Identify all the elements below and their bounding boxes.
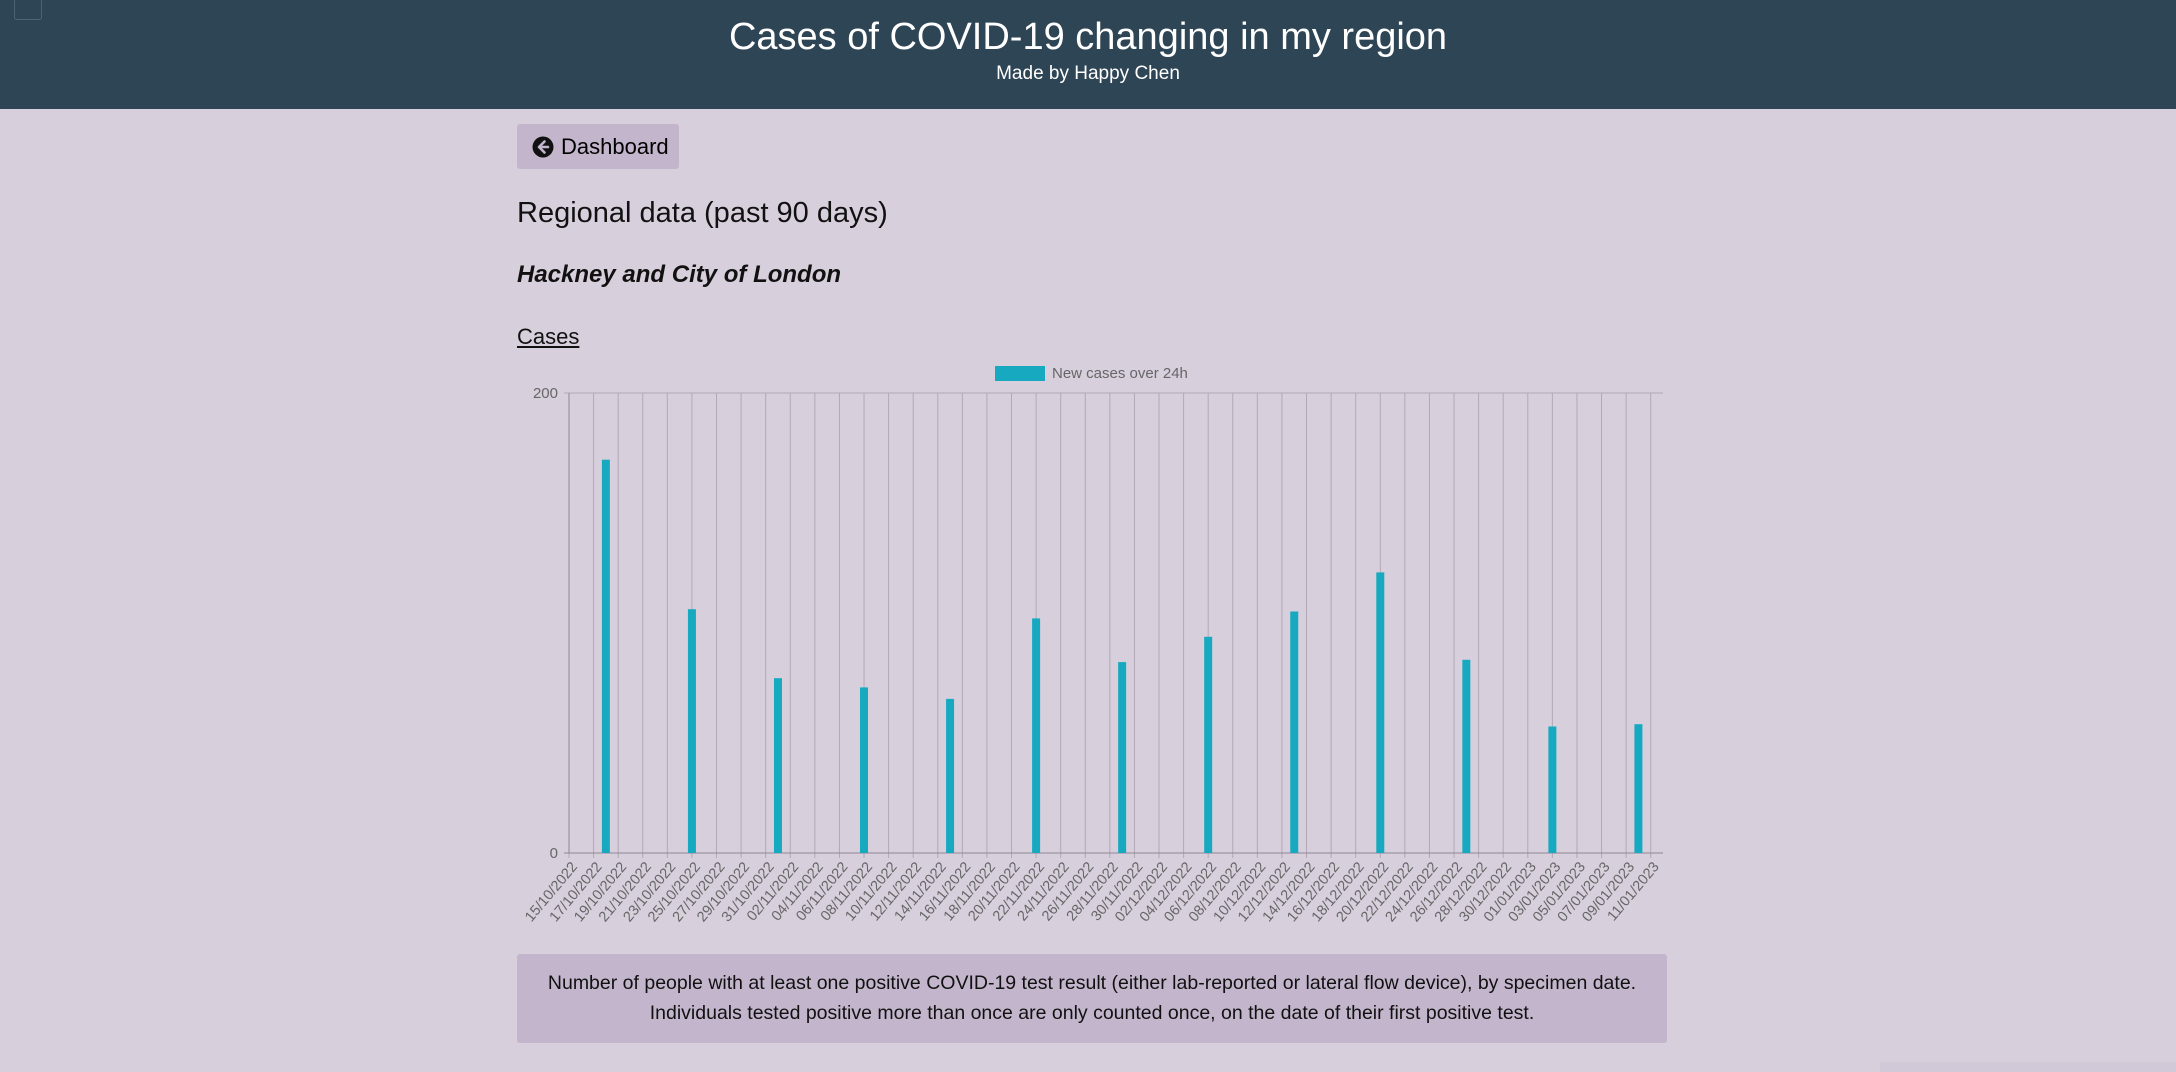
data-bar[interactable] [1118, 662, 1127, 853]
header-bar: Cases of COVID-19 changing in my region … [0, 0, 2176, 109]
data-bar[interactable] [1290, 611, 1299, 854]
chart-bars [601, 459, 1643, 854]
y-tick-label: 200 [533, 385, 558, 402]
menu-toggle[interactable] [14, 0, 42, 20]
cases-label: Cases [517, 324, 580, 349]
bottom-edge-shade [1880, 1062, 2176, 1072]
y-tick-label: 0 [550, 845, 558, 862]
legend-swatch [995, 366, 1045, 381]
chart-tick-labels: 020015/10/202217/10/202219/10/202221/10/… [522, 385, 1663, 925]
chart-grid [564, 392, 1663, 858]
dashboard-button-label: Dashboard [561, 133, 669, 159]
data-bar[interactable] [1032, 618, 1041, 853]
arrow-circle-left-icon [532, 136, 554, 158]
section-heading: Regional data (past 90 days) [517, 197, 888, 229]
chart-legend[interactable]: New cases over 24h [995, 365, 1188, 382]
data-bar[interactable] [1634, 724, 1643, 853]
cases-bar-chart: 020015/10/202217/10/202219/10/202221/10/… [522, 365, 1663, 925]
site-title: Cases of COVID-19 changing in my region [728, 16, 1448, 58]
data-bar[interactable] [946, 698, 955, 853]
data-bar[interactable] [601, 459, 610, 853]
data-bar[interactable] [687, 609, 696, 853]
data-bar[interactable] [1204, 636, 1213, 853]
dashboard-button[interactable]: Dashboard [517, 124, 679, 169]
region-name: Hackney and City of London [517, 261, 842, 288]
site-subtitle: Made by Happy Chen [996, 63, 1180, 84]
description-line-1: Number of people with at least one posit… [547, 972, 1637, 994]
data-bar[interactable] [1376, 572, 1385, 853]
data-bar[interactable] [773, 678, 782, 853]
data-bar[interactable] [860, 687, 869, 853]
data-bar[interactable] [1548, 726, 1557, 854]
data-bar[interactable] [1462, 659, 1471, 853]
description-line-2: Individuals tested positive more than on… [649, 1002, 1535, 1024]
data-description: Number of people with at least one posit… [517, 954, 1667, 1043]
legend-label: New cases over 24h [1052, 365, 1188, 382]
